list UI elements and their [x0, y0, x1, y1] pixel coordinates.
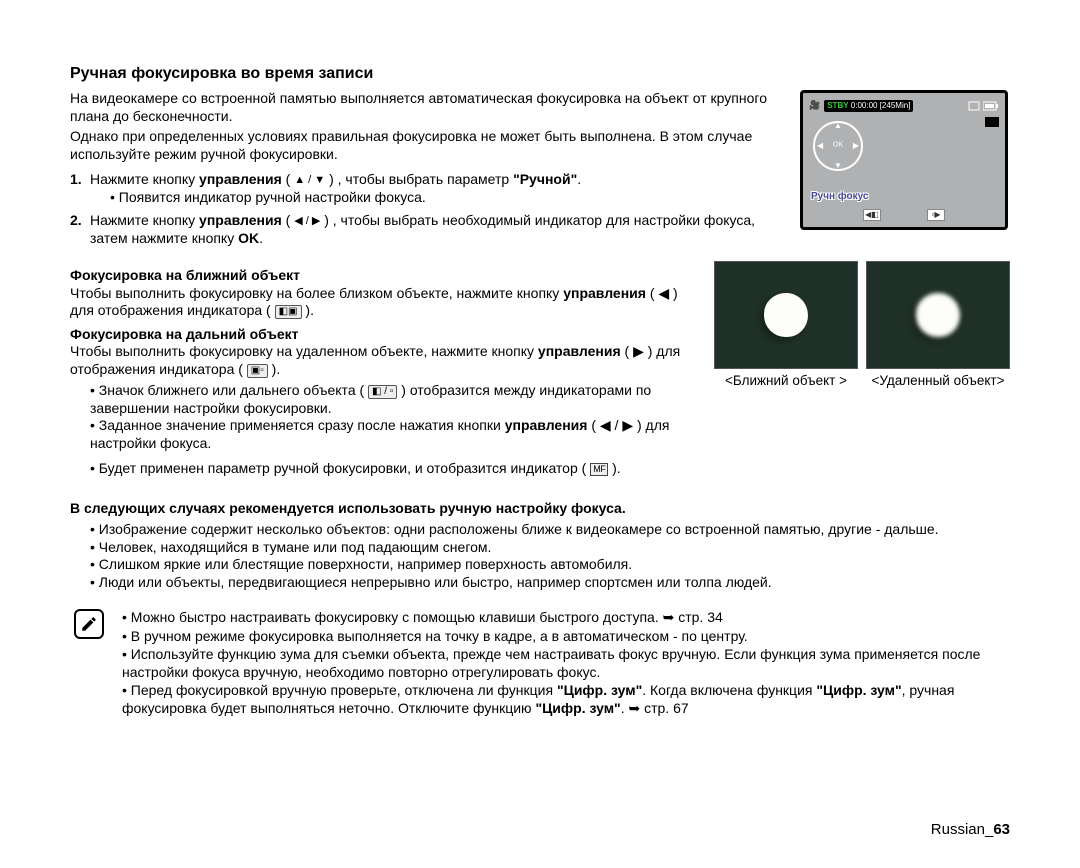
near-body: Чтобы выполнить фокусировку на более бли… [70, 285, 696, 320]
note-item-3: Используйте функцию зума для съемки объе… [122, 646, 1010, 681]
near-bold: управления [563, 285, 646, 301]
near-far-icon: ◧ / ▫ [368, 385, 397, 399]
lcd-time: 0:00:00 [245Min] [851, 101, 911, 110]
step1-text-c: ( [282, 171, 294, 187]
step1-bold: управления [199, 171, 282, 187]
step2-ok: OK [238, 230, 259, 246]
focus-bullet-1: Значок ближнего или дальнего объекта ( ◧… [90, 382, 696, 417]
intro-text: На видеокамере со встроенной памятью вып… [70, 90, 782, 255]
note-list: Можно быстро настраивать фокусировку с п… [116, 609, 1010, 718]
lcd-thumbnail-icon [985, 117, 999, 127]
recommendations-heading: В следующих случаях рекомендуется исполь… [70, 500, 1010, 518]
focus-section-row: Фокусировка на ближний объект Чтобы выпо… [70, 261, 1010, 456]
focus-bullet-3: Будет применен параметр ручной фокусиров… [90, 460, 1010, 478]
focus-text: Фокусировка на ближний объект Чтобы выпо… [70, 261, 696, 456]
footer-label: Russian_ [931, 821, 994, 838]
note-item-4: Перед фокусировкой вручную проверьте, от… [122, 682, 1010, 717]
near-indicator-icon: ◧▣ [275, 305, 302, 319]
camcorder-icon: 🎥 [809, 100, 820, 111]
battery-icon [983, 101, 999, 111]
reco-item-2: Человек, находящийся в тумане или под па… [90, 539, 1010, 557]
step1-value: "Ручной" [513, 171, 577, 187]
note-item-1: Можно быстро настраивать фокусировку с п… [122, 609, 1010, 627]
caption-near: <Ближний объект > [714, 373, 858, 390]
page-title: Ручная фокусировка во время записи [70, 64, 1010, 84]
sample-photos: <Ближний объект > <Удаленный объект> [714, 261, 1010, 456]
intro-para-2: Однако при определенных условиях правиль… [70, 128, 782, 163]
flower-shape [764, 293, 808, 337]
step2-text-c: ( [282, 212, 294, 228]
lcd-dial: ◀ ▶ OK [813, 121, 863, 171]
lcd-screen: 🎥 STBY 0:00:00 [245Min] ◀ ▶ OK Ручн фоку… [800, 90, 1008, 230]
step1-bullet: Появится индикатор ручной настройки фоку… [90, 189, 782, 207]
lcd-stby: STBY [827, 101, 848, 110]
left-right-icon: ◀ / ▶ [294, 215, 320, 229]
up-down-icon: ▲ / ▼ [294, 174, 325, 188]
step2-bold: управления [199, 212, 282, 228]
steps-list: 1.Нажмите кнопку управления ( ▲ / ▼ ) , … [70, 171, 782, 247]
page-number: 63 [993, 821, 1010, 838]
step2-text-a: Нажмите кнопку [90, 212, 199, 228]
flower-shape [916, 293, 960, 337]
photo-captions: <Ближний объект > <Удаленный объект> [714, 373, 1010, 390]
step-2: 2.Нажмите кнопку управления ( ◀ / ▶ ) , … [90, 212, 782, 247]
far-indicator-icon: ▣▫ [247, 364, 268, 378]
reco-item-1: Изображение содержит несколько объектов:… [90, 521, 1010, 539]
mf-icon: MF [590, 463, 608, 476]
dial-ok-icon: OK [833, 142, 843, 151]
dial-right-icon: ▶ [853, 141, 859, 151]
focus-bullets: Значок ближнего или дальнего объекта ( ◧… [70, 382, 696, 452]
dial-left-icon: ◀ [817, 141, 823, 151]
photo-far [866, 261, 1010, 369]
step2-dot: . [259, 230, 263, 246]
card-icon [968, 101, 980, 111]
step1-text-a: Нажмите кнопку [90, 171, 199, 187]
near-d: ). [302, 302, 314, 318]
caption-far: <Удаленный объект> [866, 373, 1010, 390]
lcd-mode-label: Ручн фокус [811, 191, 868, 204]
reco-item-3: Слишком яркие или блестящие поверхности,… [90, 556, 1010, 574]
far-heading: Фокусировка на дальний объект [70, 326, 696, 344]
lcd-near-indicator: ◀◧ [863, 209, 881, 221]
far-a: Чтобы выполнить фокусировку на удаленном… [70, 343, 538, 359]
step1-dot: . [577, 171, 581, 187]
near-a: Чтобы выполнить фокусировку на более бли… [70, 285, 563, 301]
lcd-far-indicator: ▫▶ [927, 209, 945, 221]
photo-near [714, 261, 858, 369]
intro-para-1: На видеокамере со встроенной памятью вып… [70, 90, 782, 125]
reco-item-4: Люди или объекты, передвигающиеся непрер… [90, 574, 1010, 592]
focus-bullets-cont: Будет применен параметр ручной фокусиров… [70, 460, 1010, 478]
far-body: Чтобы выполнить фокусировку на удаленном… [70, 343, 696, 378]
focus-bullet-2: Заданное значение применяется сразу посл… [90, 417, 696, 452]
note-block: Можно быстро настраивать фокусировку с п… [70, 609, 1010, 718]
lcd-battery [968, 101, 999, 111]
intro-row: На видеокамере со встроенной памятью вып… [70, 90, 1010, 255]
lcd-preview: 🎥 STBY 0:00:00 [245Min] ◀ ▶ OK Ручн фоку… [800, 90, 1010, 255]
step-1: 1.Нажмите кнопку управления ( ▲ / ▼ ) , … [90, 171, 782, 206]
page-footer: Russian_63 [931, 821, 1010, 840]
far-d: ). [268, 361, 280, 377]
pencil-note-icon [74, 609, 104, 639]
lcd-time-bar: STBY 0:00:00 [245Min] [824, 100, 913, 112]
lcd-statusbar: 🎥 STBY 0:00:00 [245Min] [809, 99, 999, 113]
note-item-2: В ручном режиме фокусировка выполняется … [122, 628, 1010, 646]
step1-text-d: ) , чтобы выбрать параметр [325, 171, 513, 187]
near-heading: Фокусировка на ближний объект [70, 267, 696, 285]
far-bold: управления [538, 343, 621, 359]
recommendations-list: Изображение содержит несколько объектов:… [70, 521, 1010, 591]
